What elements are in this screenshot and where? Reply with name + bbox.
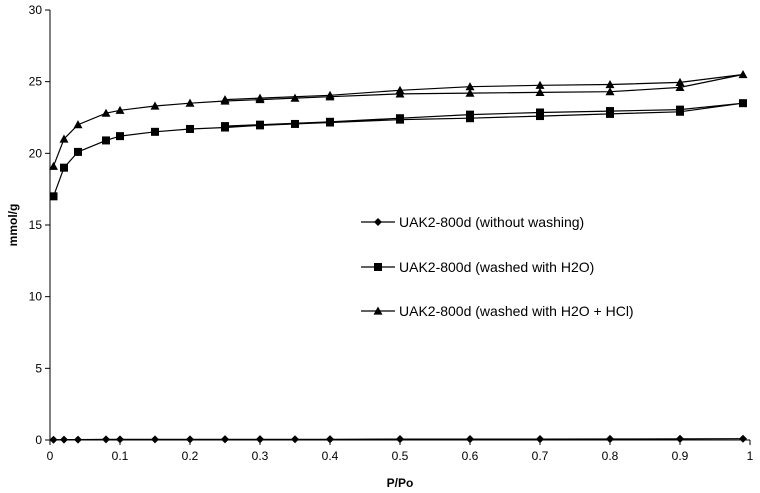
data-point [151,435,159,444]
data-point [116,132,124,141]
data-point [150,101,160,110]
data-point [59,134,69,143]
data-point [221,435,229,444]
data-point [676,105,684,114]
data-point [326,117,334,126]
y-tick-label: 5 [35,361,42,375]
x-tick-label: 1 [747,449,754,463]
data-point [102,136,110,145]
x-tick-label: 0.9 [672,449,689,463]
data-point [60,163,68,172]
data-point [536,435,544,444]
series-1 [49,434,747,444]
x-tick-label: 0.8 [602,449,619,463]
data-point [60,435,68,444]
axes: 0 5 10 15 20 25 30 0 0.1 0.2 0.3 0.4 0.5 0.6 0.7 0.8 0.9… [29,3,754,463]
data-point [73,120,83,129]
data-point [256,120,264,129]
data-point [535,80,545,89]
data-point [535,87,545,97]
data-point [290,93,300,102]
data-point [220,95,230,104]
data-point [605,87,615,96]
data-point [606,434,614,443]
y-tick-label: 10 [29,290,43,304]
series-2 [49,99,747,201]
data-point [74,147,82,156]
data-point [115,105,125,114]
data-point [151,127,159,136]
data-point [49,435,58,444]
legend-label: UAK2-800d (washed with H2O) [399,259,594,275]
x-tick-label: 0.2 [182,449,199,463]
data-point [466,435,474,444]
data-point [186,435,194,444]
data-point [116,435,124,444]
y-tick-label: 30 [29,3,43,17]
data-point [395,85,405,94]
legend-label: UAK2-800d (without washing) [399,214,584,230]
data-point [102,435,110,444]
data-point [465,82,475,91]
data-point [739,99,747,108]
legend-label: UAK2-800d (washed with H2O + HCl) [399,303,634,319]
data-point [325,90,335,99]
y-axis-title: mmol/g [6,204,20,247]
data-point [536,108,544,117]
legend-item: UAK2-800d (washed with H2O + HCl) [361,303,634,319]
series-layer [49,70,748,444]
data-point [256,435,264,444]
x-tick-label: 0.7 [532,449,549,463]
data-point [466,110,474,119]
legend-item: UAK2-800d (without washing) [361,214,584,230]
data-point [49,161,58,170]
data-point [739,434,747,443]
data-point [291,119,299,128]
x-tick-label: 0.1 [112,449,129,463]
data-point [676,434,684,443]
legend-marker [374,218,382,226]
data-point [186,124,194,133]
y-tick-label: 20 [29,146,43,160]
x-tick-label: 0.6 [462,449,479,463]
legend-marker [374,263,382,271]
data-point [74,435,82,444]
data-point [101,108,111,117]
x-axis-title: P/Po [387,476,414,490]
x-tick-label: 0.4 [322,449,339,463]
data-point [396,114,404,123]
x-tick-label: 0.3 [252,449,269,463]
data-point [221,122,229,131]
x-tick-label: 0 [47,449,54,463]
data-point [255,93,265,102]
y-tick-label: 0 [35,433,42,447]
data-point [605,80,615,89]
data-point [49,192,58,201]
data-point [675,82,685,91]
data-point [465,88,475,97]
series-3 [49,70,748,170]
data-point [185,98,195,107]
x-tick-label: 0.5 [392,449,409,463]
data-point [738,70,748,79]
legend: UAK2-800d (without washing) UAK2-800d (wa… [361,214,634,319]
legend-marker [373,306,383,315]
data-point [326,435,334,444]
data-point [291,435,299,444]
y-tick-label: 25 [29,75,43,89]
y-tick-label: 15 [29,218,43,232]
data-point [675,77,685,86]
data-point [396,435,404,444]
data-point [606,107,614,116]
legend-item: UAK2-800d (washed with H2O) [361,259,594,275]
